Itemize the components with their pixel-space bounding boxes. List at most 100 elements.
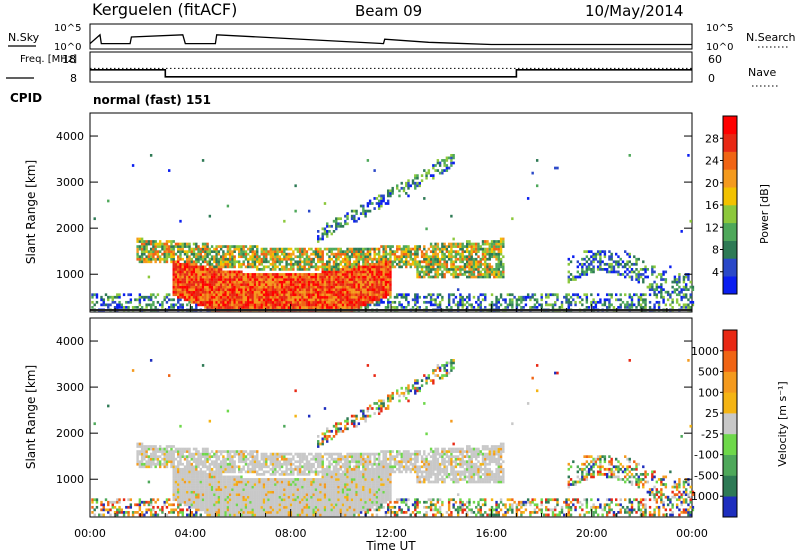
power-cell: [486, 268, 489, 271]
power-cell: [630, 275, 634, 279]
power-cell: [188, 283, 191, 286]
power-cell: [152, 300, 155, 304]
power-cell: [624, 275, 627, 279]
power-cell: [339, 268, 342, 271]
velocity-cell: [228, 475, 232, 479]
power-cell: [355, 300, 358, 304]
power-cell: [565, 300, 568, 304]
power-cell: [463, 255, 467, 259]
velocity-cell: [102, 513, 105, 517]
power-cell: [172, 306, 175, 309]
power-cell: [307, 285, 311, 289]
power-cell: [140, 252, 144, 256]
power-cell: [233, 303, 236, 307]
power-cell: [450, 245, 453, 248]
power-cell: [129, 293, 133, 297]
power-cell: [375, 197, 379, 200]
velocity-cell: [242, 467, 245, 471]
power-cell: [441, 265, 444, 269]
velocity-cell: [197, 490, 200, 494]
power-cell: [269, 278, 272, 281]
power-cell: [271, 265, 275, 269]
power-cell: [283, 290, 286, 294]
power-cell: [201, 268, 205, 271]
power-cell: [278, 247, 282, 251]
power-cell: [253, 306, 257, 309]
power-cell: [265, 290, 268, 294]
power-cell: [653, 293, 656, 297]
power-cell: [292, 262, 295, 266]
power-cell: [262, 265, 266, 269]
power-cell: [484, 265, 487, 269]
power-cell: [231, 285, 234, 289]
velocity-cell: [154, 450, 157, 453]
power-cell: [459, 268, 462, 271]
power-cell: [350, 285, 354, 289]
power-cell: [147, 260, 151, 264]
power-cell: [305, 273, 309, 276]
power-cell: [192, 298, 196, 302]
power-cell: [197, 278, 200, 281]
power-cell: [605, 262, 609, 266]
power-cell: [391, 306, 394, 309]
velocity-cell: [215, 500, 218, 504]
power-cell: [154, 257, 157, 261]
power-cell: [197, 270, 200, 274]
power-cell: [495, 245, 498, 248]
power-cell: [269, 298, 272, 302]
power-cell: [628, 306, 631, 309]
power-cell: [468, 245, 471, 248]
power-cell: [285, 303, 288, 307]
power-cell: [436, 247, 440, 251]
power-cell: [470, 255, 473, 259]
velocity-cell: [181, 498, 184, 502]
power-cell: [436, 260, 440, 264]
power-cell: [377, 204, 381, 208]
power-cell: [188, 257, 191, 261]
power-cell: [276, 298, 279, 302]
velocity-cell: [215, 483, 218, 486]
power-cell: [346, 262, 349, 266]
velocity-cell: [183, 447, 187, 451]
power-cell: [617, 273, 620, 276]
velocity-cell: [140, 452, 144, 456]
power-cell: [475, 275, 478, 279]
power-cell: [465, 255, 469, 259]
power-cell: [382, 283, 385, 286]
power-cell: [215, 250, 218, 254]
power-cell: [224, 275, 227, 279]
power-cell: [181, 283, 184, 286]
power-cell: [195, 278, 198, 281]
power-cell: [172, 298, 175, 302]
power-cell: [499, 293, 503, 297]
velocity-cell: [177, 498, 180, 502]
power-cell: [213, 260, 216, 264]
power-cell: [590, 268, 593, 271]
power-cell: [438, 268, 442, 271]
velocity-cell: [228, 483, 232, 486]
power-cell: [484, 262, 487, 266]
velocity-cell: [190, 473, 193, 476]
power-cell: [377, 262, 381, 266]
power-cell: [287, 255, 291, 259]
power-cell: [260, 300, 263, 304]
velocity-cell: [174, 488, 178, 491]
power-cell: [445, 166, 449, 170]
power-cell: [657, 300, 661, 304]
velocity-cell: [122, 513, 126, 517]
power-cell: [183, 283, 187, 286]
power-cell: [653, 288, 656, 292]
velocity-cell: [143, 500, 146, 504]
power-cell: [484, 306, 487, 309]
power-cell: [445, 159, 449, 162]
velocity-cell: [247, 457, 250, 461]
power-cell: [673, 278, 677, 281]
power-cell: [213, 300, 216, 304]
power-cell: [208, 293, 212, 297]
power-cell: [195, 245, 198, 248]
velocity-cell: [116, 511, 119, 514]
power-cell: [317, 283, 320, 286]
velocity-cell: [206, 485, 209, 489]
power-cell: [578, 275, 582, 279]
power-cell: [244, 300, 248, 304]
